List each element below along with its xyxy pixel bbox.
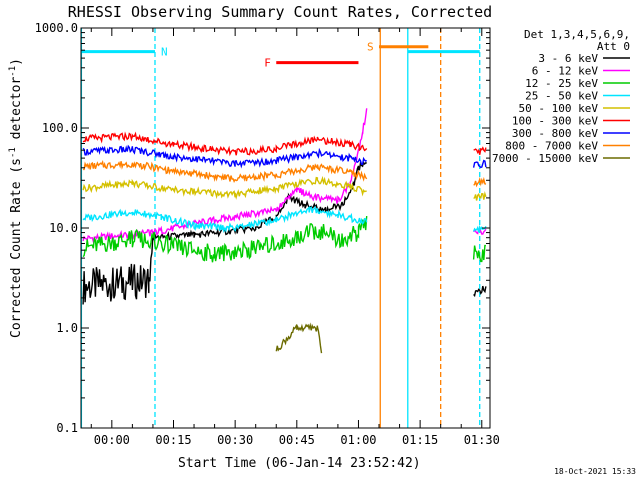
x-tick-label-2: 00:30 [217, 433, 253, 447]
legend-label-4: 50 - 100 keV [519, 102, 599, 115]
legend-label-7: 800 - 7000 keV [505, 140, 598, 153]
flag-label-F: F [264, 57, 271, 70]
series-line-6 [82, 144, 487, 169]
chart-title: RHESSI Observing Summary Count Rates, Co… [68, 3, 492, 21]
y-tick-label-1: 100.0 [42, 121, 78, 135]
legend-header-attenuator: Att 0 [597, 40, 630, 53]
y-tick-label-0: 1000.0 [35, 21, 78, 35]
x-tick-label-0: 00:00 [94, 433, 130, 447]
y-axis-label-mid: detector [9, 77, 24, 148]
y-tick-label-2: 10.0 [49, 221, 78, 235]
y-axis-label-sup1: -1 [8, 147, 18, 158]
flag-label-S: S [367, 41, 374, 54]
legend-label-5: 100 - 300 keV [512, 115, 598, 128]
y-axis-label-end: ) [9, 58, 24, 66]
flag-label-N: N [161, 46, 168, 59]
x-tick-label-3: 00:45 [279, 433, 315, 447]
legend-label-2: 12 - 25 keV [525, 77, 598, 90]
series-line-5 [82, 131, 487, 157]
series-line-3 [82, 205, 487, 234]
x-tick-label-5: 01:15 [402, 433, 438, 447]
legend-label-6: 300 - 800 keV [512, 127, 598, 140]
y-tick-label-4: 0.1 [56, 421, 78, 435]
x-tick-label-1: 00:15 [155, 433, 191, 447]
legend-header-detectors: Det 1,3,4,5,6,9, [524, 28, 630, 41]
plot-frame [80, 27, 491, 429]
series-lines [82, 108, 487, 354]
legend-label-0: 3 - 6 keV [538, 52, 598, 65]
series-line-0 [82, 160, 487, 305]
series-line-7 [83, 159, 487, 188]
x-tick-label-6: 01:30 [464, 433, 500, 447]
y-axis: 1000.0 100.0 10.0 1.0 0.1 [35, 21, 490, 435]
legend-label-3: 25 - 50 keV [525, 90, 598, 103]
y-tick-label-3: 1.0 [56, 321, 78, 335]
series-line-4 [82, 175, 487, 201]
legend-label-1: 6 - 12 keV [532, 65, 599, 78]
series-line-8 [275, 322, 323, 354]
y-axis-label-sup2: -1 [8, 66, 18, 77]
series-line-2 [82, 216, 486, 263]
legend-label-8: 7000 - 15000 keV [492, 152, 598, 165]
y-axis-label-main: Corrected Count Rate (s [9, 158, 24, 338]
x-axis: 00:00 00:15 00:30 00:45 01:00 01:15 01:30 [90, 28, 500, 447]
y-axis-label: Corrected Count Rate (s-1 detector-1) [8, 58, 24, 338]
timestamp: 18-Oct-2021 15:33 [554, 467, 636, 476]
x-tick-label-4: 01:00 [340, 433, 376, 447]
flag-bars: N F S [81, 41, 480, 70]
x-axis-label: Start Time (06-Jan-14 23:52:42) [178, 456, 421, 471]
vertical-markers [80, 28, 481, 428]
